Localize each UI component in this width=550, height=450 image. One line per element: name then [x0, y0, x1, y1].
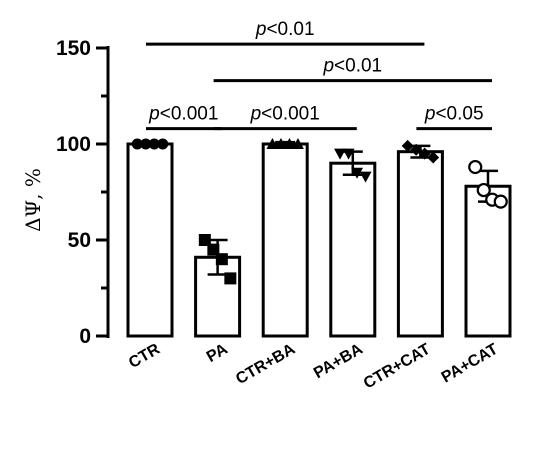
data-point [198, 234, 211, 246]
significance-label: p<0.01 [322, 56, 382, 77]
data-point [359, 171, 372, 183]
category-label: PA+BA [311, 341, 366, 383]
data-point [401, 139, 414, 152]
data-point [468, 159, 483, 175]
category-label: CTR+BA [233, 341, 298, 389]
category-label: PA [204, 341, 231, 366]
data-point [224, 272, 237, 285]
data-point [291, 138, 304, 149]
data-point [274, 138, 287, 149]
data-point [493, 194, 508, 209]
bar [329, 161, 377, 338]
data-point [283, 138, 296, 149]
data-point [266, 138, 279, 149]
significance-label: p<0.01 [255, 19, 315, 40]
bar [396, 150, 444, 338]
data-point [410, 143, 423, 156]
data-point [476, 182, 491, 198]
significance-label: p<0.05 [424, 104, 484, 125]
data-point [342, 148, 355, 160]
y-tick-label: 100 [56, 133, 91, 156]
y-tick-label: 150 [56, 37, 91, 60]
data-point [207, 243, 220, 256]
significance-label: p<0.001 [250, 104, 320, 125]
data-point [334, 148, 347, 160]
data-point [131, 138, 143, 150]
data-point [215, 253, 228, 266]
data-point [351, 167, 364, 179]
significance-label: p<0.001 [148, 104, 218, 125]
data-point [418, 147, 431, 160]
data-point [140, 138, 152, 150]
data-point [148, 138, 160, 150]
bar [194, 255, 242, 338]
category-label: CTR [126, 341, 163, 372]
bar [261, 142, 309, 338]
data-point [157, 138, 169, 150]
category-label: CTR+CAT [361, 341, 434, 393]
y-tick-label: 0 [79, 325, 91, 348]
y-tick-label: 50 [68, 229, 91, 252]
category-label: PA+CAT [439, 341, 501, 387]
data-point [427, 151, 440, 164]
y-axis-label: ΔΨ, % [21, 168, 45, 232]
bar [464, 184, 512, 338]
bar [126, 142, 174, 338]
